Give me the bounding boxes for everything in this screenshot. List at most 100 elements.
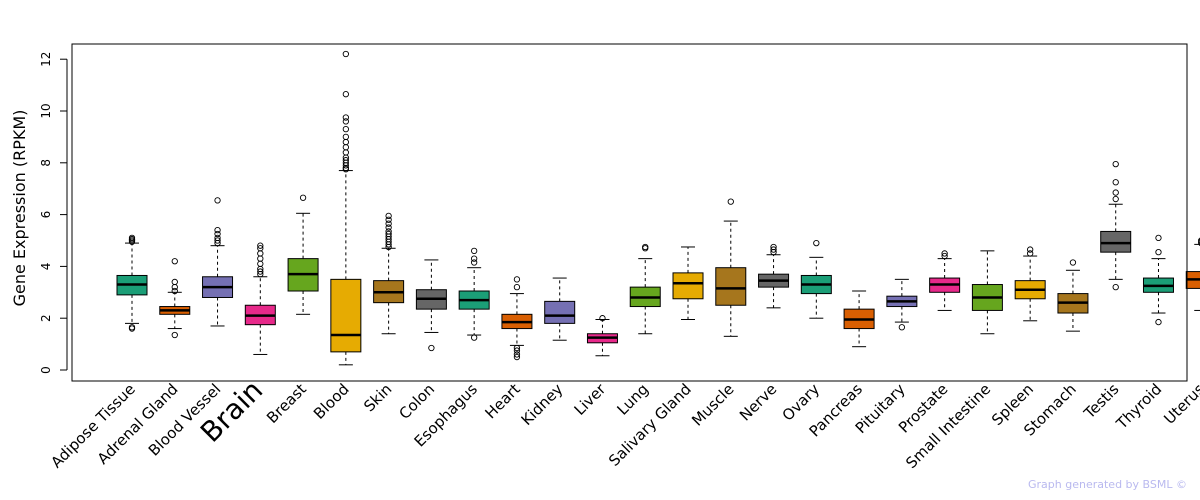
iqr-box	[715, 267, 747, 306]
box-lung	[629, 243, 661, 335]
outlier-point	[342, 118, 349, 125]
outlier-point	[471, 334, 478, 341]
category-label: Skin	[360, 380, 395, 415]
outlier-point	[171, 287, 178, 295]
outlier-point	[599, 315, 606, 322]
outlier-point	[727, 198, 734, 205]
outlier-point	[513, 351, 521, 358]
category-label: Breast	[263, 380, 310, 427]
outlier-point	[385, 220, 392, 227]
box-small-intestine	[971, 250, 1003, 335]
box-esophagus	[458, 247, 490, 341]
outlier-point	[342, 157, 349, 164]
y-tick-label: 0	[39, 366, 53, 374]
box-salivary-gland	[672, 246, 704, 320]
outlier-point	[1112, 283, 1119, 291]
outlier-point	[342, 138, 349, 146]
y-axis-label: Gene Expression (RPKM)	[10, 110, 29, 307]
y-tick-label: 8	[39, 159, 53, 167]
box-heart	[501, 276, 533, 361]
outlier-point	[257, 255, 264, 262]
outlier-point	[898, 324, 906, 331]
outlier-point	[1112, 195, 1119, 203]
outlier-point	[214, 230, 221, 238]
box-spleen	[1014, 246, 1046, 322]
outlier-point	[1112, 179, 1119, 186]
outlier-point	[1155, 318, 1162, 326]
box-brain	[244, 242, 276, 355]
outlier-point	[171, 331, 178, 339]
box-skin	[373, 212, 405, 335]
outlier-point	[941, 252, 948, 260]
outlier-point	[214, 237, 221, 244]
outlier-point	[642, 243, 649, 251]
outlier-point	[342, 125, 349, 133]
outlier-point	[214, 226, 221, 234]
outlier-point	[299, 194, 307, 201]
box-uterus	[1185, 237, 1200, 311]
outlier-point	[1069, 259, 1077, 266]
outlier-point	[513, 344, 521, 352]
iqr-box	[330, 278, 362, 353]
outlier-point	[342, 91, 349, 98]
category-label: Muscle	[688, 380, 737, 429]
category-label: Thyroid	[1112, 380, 1165, 433]
outlier-point	[342, 149, 349, 156]
outlier-point	[171, 278, 178, 286]
box-testis	[1100, 160, 1132, 291]
outlier-point	[385, 216, 392, 223]
category-label: Uterus	[1160, 380, 1200, 428]
outlier-point	[385, 228, 392, 235]
outlier-point	[513, 353, 521, 361]
outlier-point	[171, 283, 178, 291]
category-label: Liver	[571, 380, 610, 419]
outlier-point	[171, 258, 178, 265]
category-label: Blood	[310, 380, 353, 423]
outlier-point	[513, 347, 521, 354]
y-axis: 0 2 4 6 8 10 12	[39, 52, 68, 374]
box-colon	[415, 259, 447, 352]
outlier-point	[471, 247, 478, 255]
outlier-point	[770, 243, 777, 251]
outlier-point	[257, 268, 264, 275]
box-series	[116, 50, 1200, 366]
outlier-point	[128, 324, 136, 331]
outlier-point	[428, 344, 435, 352]
outlier-point	[770, 246, 777, 253]
outlier-point	[342, 144, 349, 151]
outlier-point	[257, 260, 264, 267]
outlier-point	[813, 239, 820, 247]
category-label: Nerve	[736, 380, 780, 424]
outlier-point	[513, 283, 521, 291]
box-prostate	[929, 250, 961, 311]
box-ovary	[800, 239, 832, 319]
box-kidney	[544, 277, 576, 341]
outlier-point	[1027, 246, 1034, 253]
y-tick-label: 6	[39, 211, 53, 219]
box-adrenal-gland	[159, 258, 191, 339]
outlier-point	[385, 230, 392, 238]
outlier-point	[257, 250, 264, 257]
outlier-point	[1155, 249, 1162, 256]
y-tick-label: 2	[39, 314, 53, 322]
box-breast	[287, 194, 319, 315]
box-stomach	[1057, 259, 1089, 332]
box-pancreas	[843, 290, 875, 348]
outlier-point	[1027, 250, 1034, 257]
box-nerve	[758, 243, 790, 309]
box-blood-vessel	[202, 197, 234, 327]
outlier-point	[471, 255, 478, 262]
outlier-point	[342, 133, 349, 141]
y-tick-label: 4	[39, 263, 53, 271]
outlier-point	[385, 224, 392, 231]
box-blood	[330, 50, 362, 366]
outlier-point	[214, 234, 221, 242]
outlier-point	[128, 234, 136, 242]
outlier-point	[257, 242, 264, 249]
box-liver	[586, 315, 618, 357]
category-label: Lung	[613, 380, 652, 419]
outlier-point	[385, 212, 392, 220]
